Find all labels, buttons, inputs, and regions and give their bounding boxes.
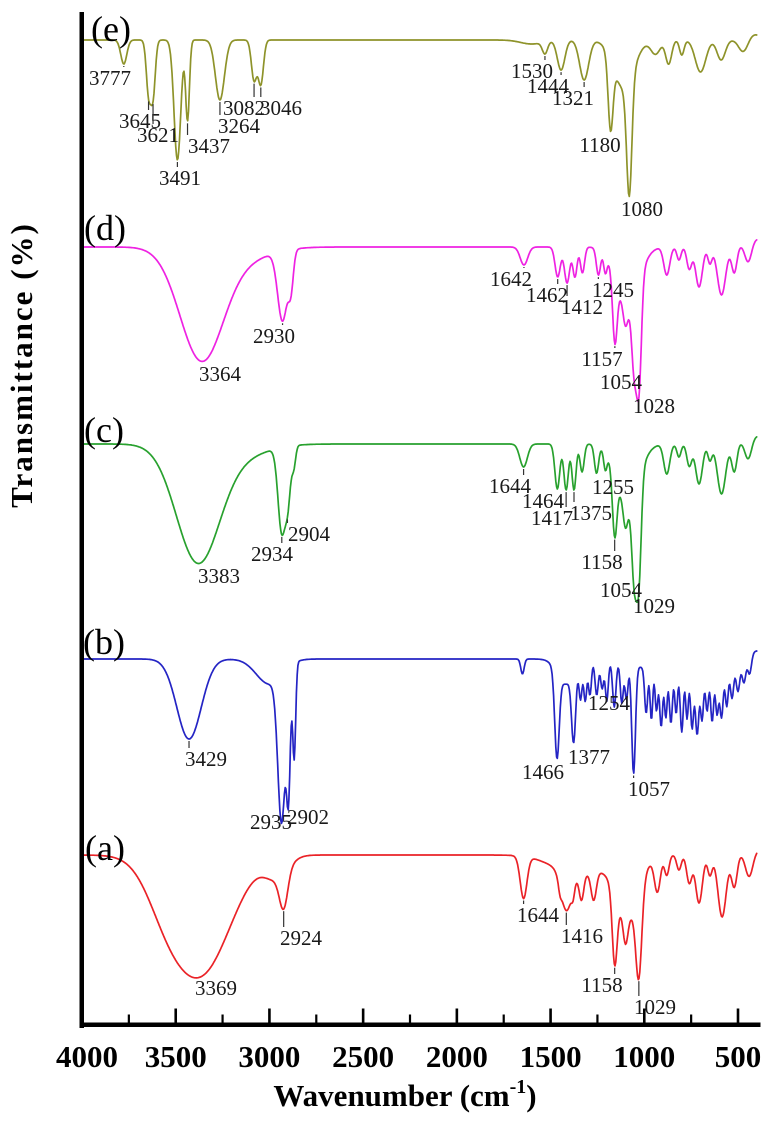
peak-label-b-1254: 1254	[588, 691, 631, 715]
spectrum-line-e	[81, 34, 758, 198]
peak-label-a-1644: 1644	[517, 903, 560, 927]
x-major-tick	[549, 1008, 552, 1023]
x-major-tick	[174, 1008, 178, 1023]
peak-label-e-1530: 1530	[511, 59, 553, 83]
spectrum-line-a	[81, 852, 758, 981]
peak-label-d-1028: 1028	[633, 394, 675, 418]
peak-label-c-1054: 1054	[600, 578, 643, 602]
peak-label-b-1057: 1057	[628, 777, 670, 801]
x-minor-tick	[596, 1014, 599, 1023]
series-label-e: (e)	[91, 9, 131, 49]
x-major-tick	[642, 1008, 646, 1023]
x-axis-title: Wavenumber (cm-1)	[273, 1076, 536, 1113]
x-tick-label-2500: 2500	[332, 1039, 394, 1074]
y-axis-title: Transmittance (%)	[4, 222, 39, 508]
peak-label-d-2930: 2930	[253, 324, 295, 348]
x-tick-label-3500: 3500	[145, 1039, 207, 1074]
peak-label-d-1462: 1462	[526, 283, 568, 307]
x-minor-tick	[690, 1014, 693, 1023]
x-tick-label-1000: 1000	[613, 1039, 675, 1074]
peak-label-a-1158: 1158	[581, 973, 622, 997]
spectrum-line-b	[81, 650, 758, 825]
peak-label-a-3369: 3369	[195, 976, 237, 1000]
y-axis-line	[79, 12, 84, 1028]
peak-label-c-1644: 1644	[489, 474, 532, 498]
peak-label-a-1416: 1416	[561, 924, 603, 948]
peak-label-e-1180: 1180	[579, 133, 620, 157]
x-tick-label-500: 500	[715, 1039, 762, 1074]
peak-label-e-1444: 1444	[527, 74, 570, 98]
spectrum-line-d	[81, 239, 758, 403]
peak-label-c-2904: 2904	[288, 522, 331, 546]
peak-label-e-3264: 3264	[218, 114, 261, 138]
x-axis-line	[79, 1022, 761, 1027]
spectrum-line-c	[81, 436, 758, 604]
peak-label-b-3429: 3429	[185, 747, 227, 771]
peak-label-e-3491: 3491	[159, 166, 201, 190]
x-minor-tick	[127, 1014, 130, 1023]
peak-label-d-1245: 1245	[592, 278, 634, 302]
x-tick-label-4000: 4000	[56, 1039, 118, 1074]
peak-label-b-2902: 2902	[287, 805, 329, 829]
x-minor-tick	[315, 1014, 318, 1023]
peak-label-c-2934: 2934	[251, 542, 294, 566]
peak-label-c-1464: 1464	[522, 489, 565, 513]
peak-label-b-1466: 1466	[522, 760, 564, 784]
peak-label-e-3777: 3777	[89, 66, 131, 90]
peak-label-c-1417: 1417	[531, 506, 573, 530]
x-minor-tick	[221, 1014, 224, 1023]
peak-label-d-1642: 1642	[490, 267, 532, 291]
peak-label-c-3383: 3383	[198, 564, 240, 588]
series-label-d: (d)	[84, 208, 126, 248]
peak-label-b-2935: 2935	[250, 810, 292, 834]
spectra-curves: (e) (d) (c) (b) (a)	[81, 9, 758, 981]
axes: 4000 3500 3000 2500 2000 1500 1000 500	[56, 12, 761, 1074]
x-minor-tick	[502, 1014, 505, 1023]
peak-label-a-1029: 1029	[634, 995, 676, 1019]
peak-label-e-3645: 3645	[119, 109, 161, 133]
x-minor-tick	[408, 1014, 412, 1023]
x-major-tick	[736, 1008, 740, 1023]
peak-label-e-3046: 3046	[260, 96, 302, 120]
x-major-tick	[268, 1008, 271, 1023]
peak-label-d-1412: 1412	[561, 295, 603, 319]
peak-label-e-3437: 3437	[188, 134, 230, 158]
x-tick-label-2000: 2000	[426, 1039, 488, 1074]
series-label-c: (c)	[84, 410, 124, 450]
series-label-a: (a)	[85, 828, 125, 868]
peak-label-c-1158: 1158	[581, 550, 622, 574]
peak-label-e-3621: 3621	[137, 123, 179, 147]
peak-label-e-1321: 1321	[552, 86, 594, 110]
peak-label-c-1255: 1255	[592, 475, 634, 499]
peak-label-a-2924: 2924	[280, 926, 323, 950]
x-tick-label-3000: 3000	[238, 1039, 300, 1074]
peak-label-d-1157: 1157	[581, 347, 622, 371]
peak-label-d-1054: 1054	[600, 370, 643, 394]
peak-label-b-1377: 1377	[568, 745, 610, 769]
x-major-tick	[455, 1008, 459, 1023]
peak-label-c-1375: 1375	[570, 501, 612, 525]
x-tick-label-1500: 1500	[520, 1039, 582, 1074]
peak-label-c-1029: 1029	[633, 594, 675, 618]
x-major-tick	[361, 1008, 365, 1023]
peak-label-e-1080: 1080	[621, 197, 663, 221]
series-label-b: (b)	[83, 622, 125, 662]
peak-label-d-3364: 3364	[199, 362, 242, 386]
peak-label-e-3082: 3082	[223, 96, 265, 120]
